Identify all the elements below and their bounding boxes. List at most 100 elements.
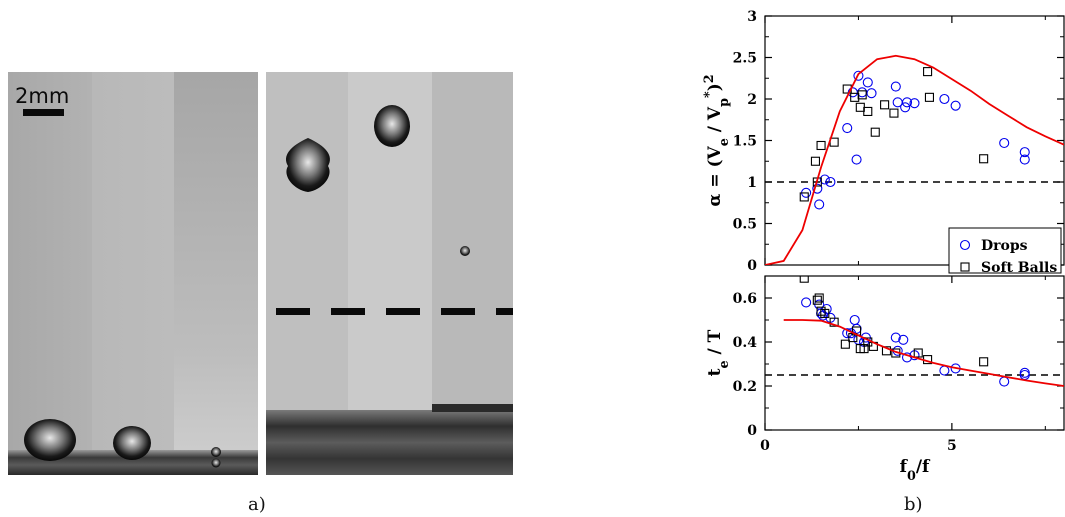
soft-ball-point — [855, 102, 865, 112]
drop-point — [816, 308, 827, 319]
plot-frame — [764, 275, 1065, 431]
y-tick-label: 0.2 — [733, 379, 757, 395]
soft-ball-point — [857, 90, 867, 100]
resting-drop-small-reflection — [211, 458, 221, 468]
x-tick-label: 0 — [760, 438, 770, 454]
drop-point — [842, 123, 853, 134]
drop-point — [1019, 147, 1030, 158]
drop-point — [801, 187, 812, 198]
soft-ball-point — [863, 337, 873, 347]
drop-point — [890, 81, 901, 92]
drop-point — [812, 183, 823, 194]
panel-a-label: a) — [248, 494, 266, 515]
drop-point — [821, 303, 832, 315]
soft-ball-point — [863, 106, 873, 116]
flying-drop-upper — [374, 105, 410, 147]
soft-ball-point — [799, 192, 809, 202]
soft-ball-point — [850, 92, 860, 102]
drop-point — [853, 334, 864, 345]
y-tick-label: 1 — [747, 175, 757, 191]
y-tick-label: 0.5 — [733, 217, 757, 233]
emission-time-plot: 0 0.2 0.4 0.6 0 5 te / T f0/f — [705, 275, 1065, 484]
soft-ball-point — [810, 156, 821, 166]
y-tick-label: 0 — [747, 258, 757, 274]
panel-b-label: b) — [904, 494, 923, 515]
plot-area — [783, 276, 1064, 387]
y-axis-label: α = (Ve / Vp*)2 — [702, 74, 732, 206]
drop-point — [900, 102, 911, 113]
plot-frame — [764, 15, 1065, 266]
drop-point — [866, 88, 877, 99]
drop-point — [851, 154, 862, 165]
soft-ball-point — [812, 295, 822, 305]
drop-point — [825, 312, 836, 323]
drop-point — [1019, 369, 1030, 381]
soft-ball-point — [923, 355, 933, 365]
drop-point — [950, 363, 961, 374]
drop-point — [1019, 154, 1030, 165]
right-image — [266, 72, 513, 475]
soft-ball-point — [859, 344, 869, 354]
legend-drops-marker — [959, 239, 971, 251]
y-tick-label: 2 — [747, 92, 757, 108]
legend-box — [948, 227, 1062, 274]
resting-drop-small — [211, 447, 221, 457]
drop-point — [860, 332, 871, 343]
plot-area — [765, 54, 1064, 265]
drop-point — [851, 323, 862, 334]
resting-drop-large — [24, 419, 76, 461]
soft-ball-point — [820, 308, 830, 318]
soft-ball-point — [870, 127, 880, 137]
soft-ball-point — [816, 140, 826, 151]
drop-point — [999, 376, 1010, 387]
soft-ball-point — [852, 326, 862, 336]
drop-point — [817, 310, 828, 321]
drop-point — [857, 87, 868, 98]
drop-point — [909, 98, 920, 109]
scale-bar — [23, 109, 64, 116]
legend-soft-balls-marker — [960, 262, 970, 272]
drop-point — [842, 328, 853, 339]
resting-drop-medium — [113, 426, 151, 460]
dashed-height-marker — [276, 308, 513, 315]
drop-point — [847, 87, 858, 98]
drop-point — [950, 100, 961, 111]
soft-ball-point — [913, 348, 923, 358]
drop-point — [901, 97, 913, 108]
y-tick-label: 0.4 — [733, 335, 758, 351]
soft-ball-point — [889, 108, 899, 118]
drop-point — [898, 334, 909, 345]
soft-ball-point — [924, 92, 935, 102]
drop-point — [939, 93, 950, 105]
flying-drop-deformed — [286, 138, 330, 192]
droplet-photo-panel: 2mm — [8, 72, 513, 475]
drop-point — [845, 328, 857, 339]
soft-ball-point — [812, 177, 822, 187]
drop-point — [901, 352, 913, 363]
soft-ball-point — [880, 100, 890, 110]
soft-ball-point — [840, 339, 850, 349]
drop-point — [909, 350, 920, 361]
soft-ball-point — [816, 306, 826, 316]
y-tick-label: 2.5 — [733, 51, 757, 67]
drop-point — [814, 299, 825, 310]
soft-ball-point — [842, 84, 852, 94]
y-tick-label: 3 — [747, 9, 757, 25]
drop-point — [892, 345, 903, 356]
y-tick-label: 0 — [747, 423, 757, 439]
drop-point — [801, 297, 812, 308]
drop-point — [862, 77, 873, 88]
model-curve — [765, 54, 1064, 265]
left-image: 2mm — [8, 72, 258, 475]
drop-point — [814, 199, 825, 210]
soft-ball-point — [829, 317, 839, 327]
drop-point — [890, 332, 901, 343]
drop-point — [825, 176, 836, 188]
soft-ball-point — [855, 344, 865, 354]
x-axis-label: f0/f — [900, 457, 931, 484]
soft-ball-point — [814, 293, 824, 303]
drop-point — [892, 97, 903, 108]
y-tick-label: 0.6 — [733, 291, 757, 307]
y-axis-label: te / T — [705, 329, 732, 376]
legend-label: Soft Balls — [981, 260, 1057, 276]
